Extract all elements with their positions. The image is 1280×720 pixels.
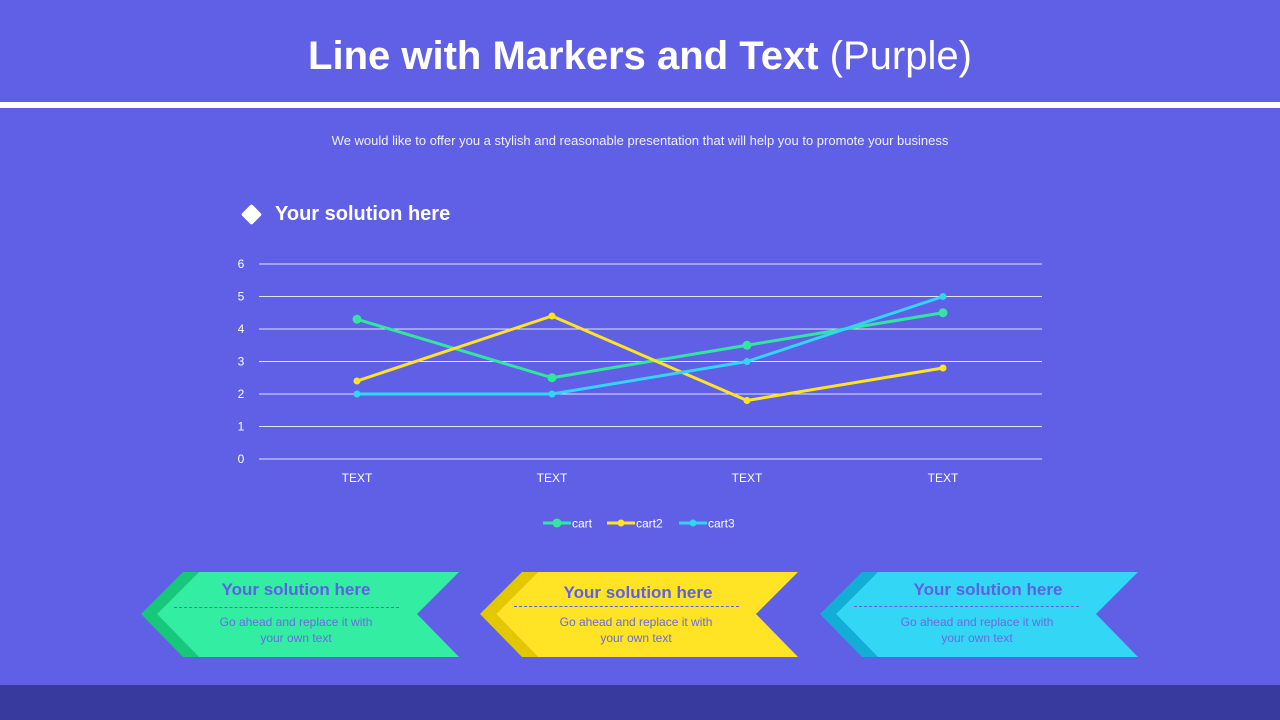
card-dashed-divider bbox=[174, 607, 399, 608]
card-title: Your solution here bbox=[221, 580, 371, 599]
data-marker-cart3 bbox=[939, 293, 947, 300]
y-tick-label: 6 bbox=[238, 257, 245, 271]
card-dashed-divider bbox=[514, 606, 739, 607]
card-text-line1: Go ahead and replace it with bbox=[219, 615, 373, 629]
x-tick-label: TEXT bbox=[732, 471, 763, 485]
series-line-cart bbox=[356, 311, 944, 380]
solution-card-1: Your solution here Go ahead and replace … bbox=[141, 572, 459, 657]
card-text: Go ahead and replace it with your own te… bbox=[521, 614, 751, 646]
data-marker-cart2 bbox=[548, 312, 556, 320]
legend-label: cart bbox=[572, 517, 593, 531]
solution-card-3: Your solution here Go ahead and replace … bbox=[820, 572, 1138, 657]
card-title: Your solution here bbox=[913, 580, 1063, 599]
y-tick-label: 5 bbox=[238, 290, 245, 304]
legend-marker-icon bbox=[617, 519, 625, 527]
x-tick-label: TEXT bbox=[342, 471, 373, 485]
arrow-banner-green bbox=[141, 572, 459, 657]
card-text-line1: Go ahead and replace it with bbox=[900, 615, 1054, 629]
data-marker-cart3 bbox=[353, 390, 361, 398]
data-marker-cart3 bbox=[548, 390, 556, 398]
card-text-line2: your own text bbox=[260, 631, 332, 645]
x-tick-label: TEXT bbox=[537, 471, 568, 485]
legend-label: cart3 bbox=[708, 517, 735, 531]
card-text-line1: Go ahead and replace it with bbox=[559, 615, 713, 629]
card-text-line2: your own text bbox=[600, 631, 672, 645]
y-tick-label: 4 bbox=[238, 322, 245, 336]
card-text-line2: your own text bbox=[941, 631, 1013, 645]
y-tick-label: 3 bbox=[238, 355, 245, 369]
y-tick-label: 0 bbox=[238, 452, 245, 466]
data-marker-cart3 bbox=[743, 358, 751, 365]
page-subtitle: We would like to offer you a stylish and… bbox=[331, 133, 949, 148]
data-marker-cart2 bbox=[939, 364, 947, 372]
data-marker-cart2 bbox=[743, 397, 751, 404]
header-divider bbox=[0, 102, 1280, 108]
arrow-banner-cyan bbox=[820, 572, 1138, 657]
line-chart: 0 1 2 3 4 5 6 TEXT TEXT TEXT TEXT cart cart2 cart3 bbox=[238, 257, 1042, 531]
legend-label: cart2 bbox=[636, 517, 663, 531]
series-line-cart2 bbox=[356, 314, 944, 402]
data-marker-cart bbox=[352, 314, 362, 324]
series-line-cart3 bbox=[357, 295, 944, 396]
page-title: Line with Markers and Text (Purple) bbox=[0, 28, 1280, 84]
page-title-main: Line with Markers and Text bbox=[308, 34, 819, 78]
x-tick-label: TEXT bbox=[928, 471, 959, 485]
footer-bar bbox=[0, 685, 1280, 720]
card-title: Your solution here bbox=[563, 583, 713, 602]
data-marker-cart bbox=[742, 340, 752, 350]
data-marker-cart2 bbox=[353, 377, 361, 385]
solution-card-2: Your solution here Go ahead and replace … bbox=[480, 572, 798, 657]
data-marker-cart bbox=[938, 308, 948, 318]
chart-header: Your solution here bbox=[240, 203, 450, 226]
data-marker-cart bbox=[547, 373, 557, 383]
card-dashed-divider bbox=[854, 606, 1079, 607]
card-text: Go ahead and replace it with your own te… bbox=[862, 614, 1092, 646]
page-title-suffix: (Purple) bbox=[829, 34, 972, 78]
legend-marker-icon bbox=[552, 518, 562, 528]
y-tick-label: 2 bbox=[238, 387, 245, 401]
arrow-banner-yellow bbox=[480, 572, 798, 657]
chart-title: Your solution here bbox=[275, 203, 451, 225]
legend-marker-icon bbox=[689, 519, 697, 527]
y-tick-label: 1 bbox=[238, 420, 245, 434]
card-text: Go ahead and replace it with your own te… bbox=[181, 614, 411, 646]
